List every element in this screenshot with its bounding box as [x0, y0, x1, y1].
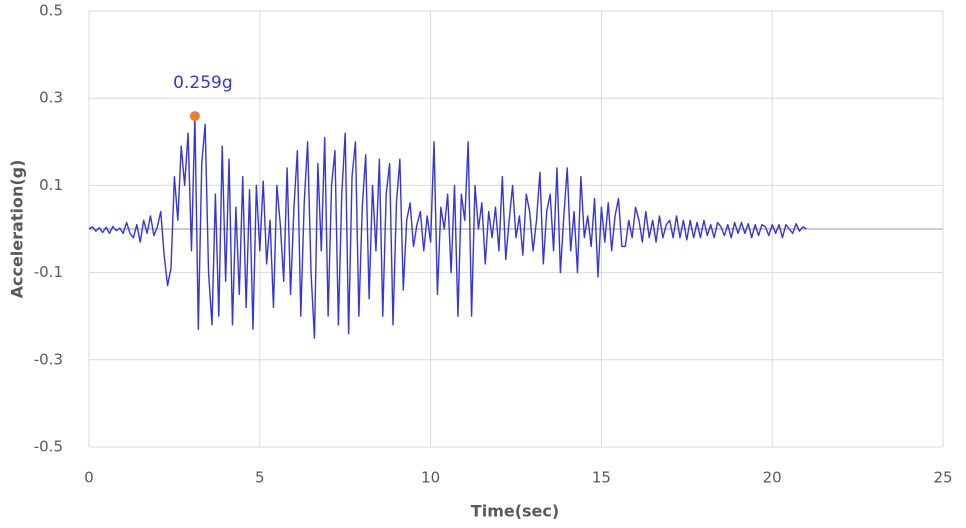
y-tick-label: -0.5 [34, 438, 63, 456]
y-axis-title: Acceleration(g) [8, 160, 27, 299]
x-tick-label: 25 [933, 469, 952, 487]
y-tick-label: 0.5 [39, 2, 63, 20]
x-tick-label: 20 [763, 469, 782, 487]
data-line [88, 115, 807, 339]
x-tick-label: 5 [255, 469, 265, 487]
y-tick-label: -0.1 [34, 263, 63, 281]
x-tick-label: 0 [84, 469, 94, 487]
y-tick-label: -0.3 [34, 350, 63, 368]
x-tick-label: 15 [592, 469, 611, 487]
y-tick-label: 0.3 [39, 89, 63, 107]
peak-label: 0.259g [173, 73, 232, 93]
x-tick-label: 10 [421, 469, 440, 487]
x-axis-title: Time(sec) [471, 502, 559, 521]
y-tick-label: 0.1 [39, 176, 63, 194]
peak-marker [189, 111, 200, 122]
